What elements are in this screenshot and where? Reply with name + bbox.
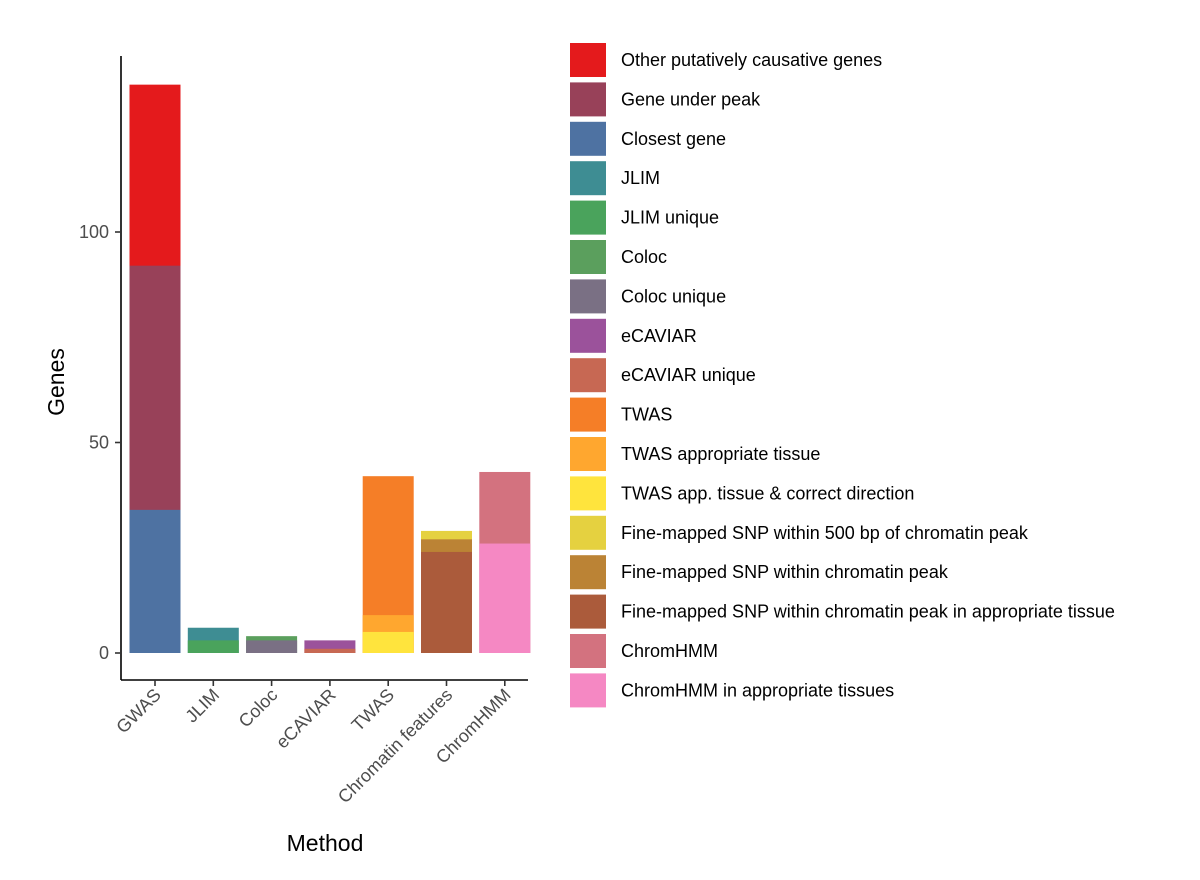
legend-label-fine-mapped-snp-within-chromatin-peak-in-appropriate-tissue: Fine-mapped SNP within chromatin peak in… xyxy=(621,602,1115,622)
legend-key-fine-mapped-snp-within-chromatin-peak xyxy=(570,555,606,590)
legend-label-other-putatively-causative-genes: Other putatively causative genes xyxy=(621,50,882,70)
bar-gwas-closest-gene xyxy=(129,509,181,653)
legend-label-ecaviar-unique: eCAVIAR unique xyxy=(621,365,756,385)
legend-key-twas-app-tissue-correct-direction xyxy=(570,476,606,511)
legend-key-coloc-unique xyxy=(570,279,606,314)
legend-key-coloc xyxy=(570,240,606,274)
x-axis-title: Method xyxy=(287,830,364,856)
legend-key-chromhmm-in-appropriate-tissues xyxy=(570,673,606,708)
x-tick-label-jlim: JLIM xyxy=(181,685,223,727)
x-tick-label-coloc: Coloc xyxy=(235,685,282,732)
legend-key-ecaviar-unique xyxy=(570,358,606,393)
x-tick-label-ecaviar: eCAVIAR xyxy=(272,685,340,753)
legend-key-closest-gene xyxy=(570,121,606,156)
legend-label-jlim-unique: JLIM unique xyxy=(621,208,719,228)
legend-key-ecaviar xyxy=(570,318,606,353)
legend-label-fine-mapped-snp-within-500-bp-of-chromatin-peak: Fine-mapped SNP within 500 bp of chromat… xyxy=(621,523,1029,543)
y-axis-ticks: 0 50 100 xyxy=(79,222,121,663)
bar-twas-twas-app-tissue-correct-direction xyxy=(362,631,414,653)
legend-label-coloc: Coloc xyxy=(621,247,667,267)
legend-label-fine-mapped-snp-within-chromatin-peak: Fine-mapped SNP within chromatin peak xyxy=(621,562,949,582)
bar-chromhmm-chromhmm-in-appropriate-tissues xyxy=(479,543,531,653)
legend-label-twas-appropriate-tissue: TWAS appropriate tissue xyxy=(621,444,820,464)
legend-label-coloc-unique: Coloc unique xyxy=(621,286,726,306)
bar-chromatin-features-fine-mapped-snp-within-chromatin-peak-in-appropriate-tissue xyxy=(421,551,472,653)
legend-label-chromhmm-in-appropriate-tissues: ChromHMM in appropriate tissues xyxy=(621,680,894,700)
legend-label-closest-gene: Closest gene xyxy=(621,129,726,149)
legend-key-chromhmm xyxy=(570,634,606,668)
legend-label-twas-app-tissue-correct-direction: TWAS app. tissue & correct direction xyxy=(621,483,914,503)
x-tick-label-twas: TWAS xyxy=(348,685,398,735)
legend-key-twas xyxy=(570,397,606,432)
y-axis-title: Genes xyxy=(43,348,69,416)
legend-key-gene-under-peak xyxy=(570,82,606,117)
y-tick-label-50: 50 xyxy=(89,433,109,453)
bar-coloc-coloc-unique xyxy=(246,640,298,653)
legend-label-chromhmm: ChromHMM xyxy=(621,641,718,661)
legend-label-ecaviar: eCAVIAR xyxy=(621,326,697,346)
x-tick-label-gwas: GWAS xyxy=(112,685,165,738)
legend-key-jlim xyxy=(570,161,606,196)
y-tick-label-100: 100 xyxy=(79,222,109,242)
legend-label-gene-under-peak: Gene under peak xyxy=(621,89,761,109)
legend-key-fine-mapped-snp-within-500-bp-of-chromatin-peak xyxy=(570,515,606,550)
legend: Other putatively causative genes Gene und… xyxy=(570,43,1115,708)
y-tick-label-0: 0 xyxy=(99,643,109,663)
legend-label-twas: TWAS xyxy=(621,405,672,425)
legend-key-other-putatively-causative-genes xyxy=(570,43,606,77)
legend-key-fine-mapped-snp-within-chromatin-peak-in-appropriate-tissue xyxy=(570,594,606,629)
bar-ecaviar-ecaviar-unique xyxy=(304,648,356,653)
legend-label-jlim: JLIM xyxy=(621,168,660,188)
bar-jlim-jlim-unique xyxy=(187,640,239,653)
bars-layer xyxy=(129,84,531,653)
legend-key-twas-appropriate-tissue xyxy=(570,437,606,471)
legend-key-jlim-unique xyxy=(570,200,606,235)
